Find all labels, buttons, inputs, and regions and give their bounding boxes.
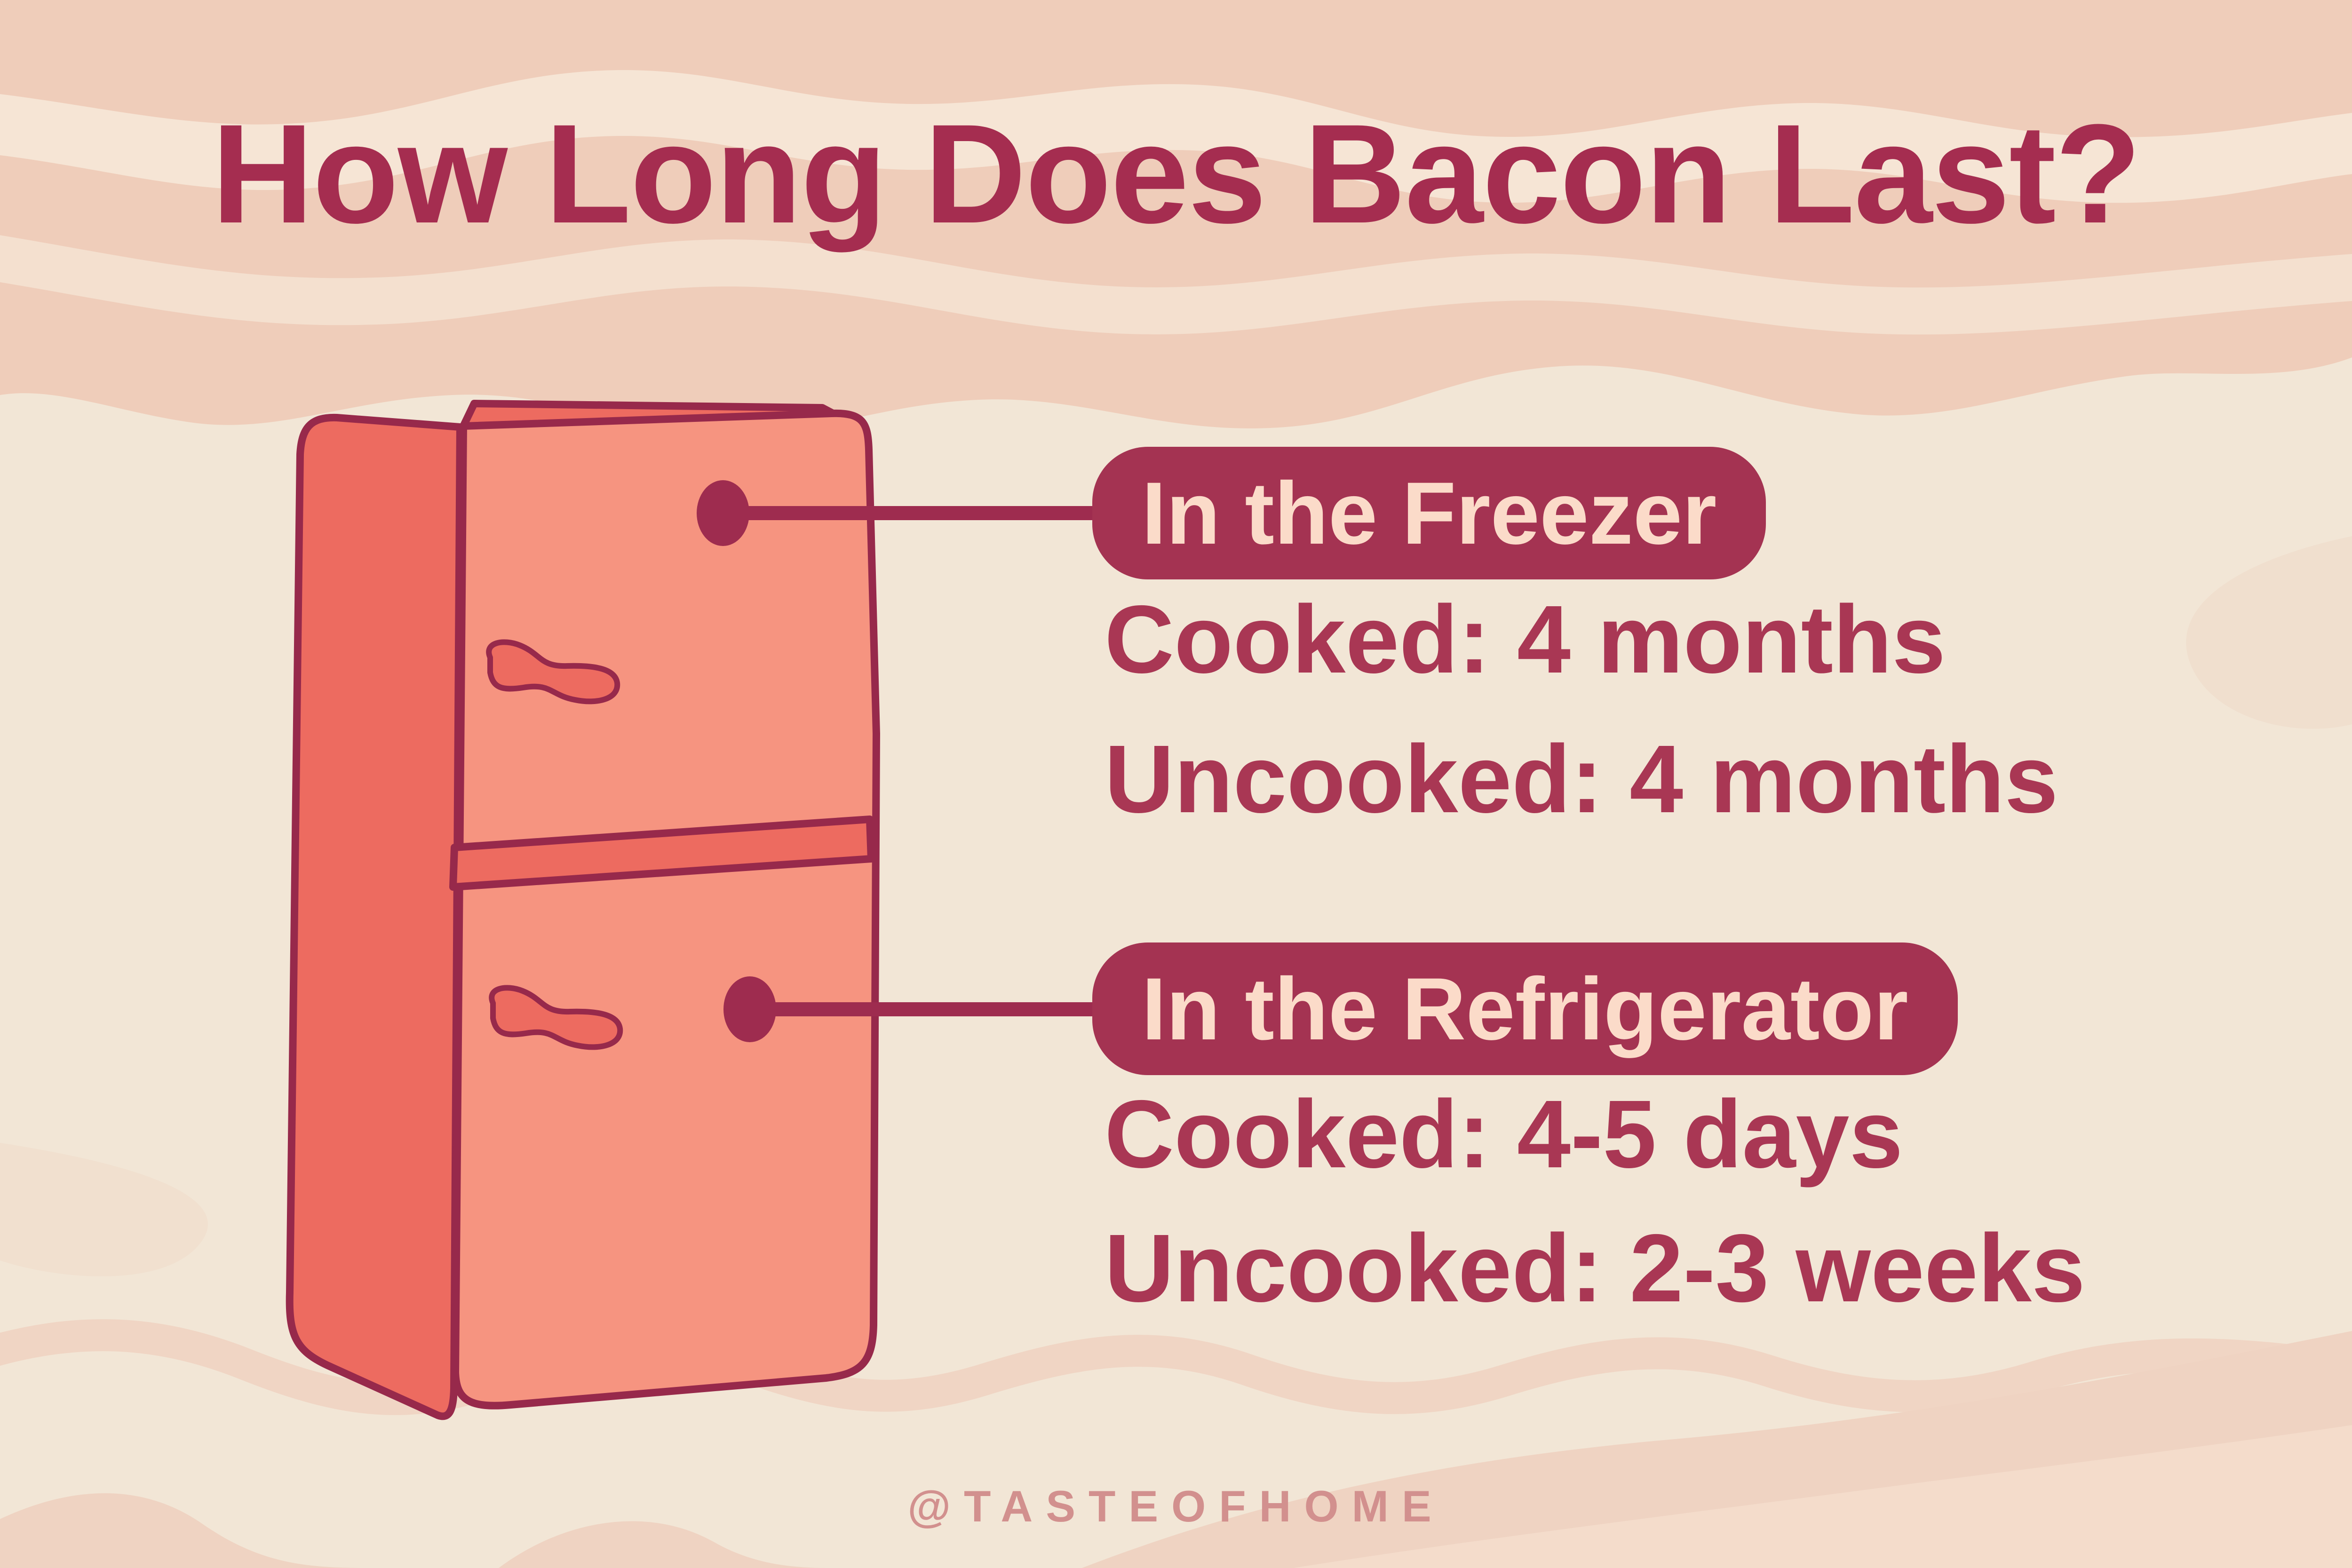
freezer-handle [486, 639, 620, 705]
freezer-badge: In the Freezer [1092, 447, 1766, 579]
fridge-front [452, 409, 880, 1410]
freezer-uncooked-duration: Uncooked: 4 months [1104, 725, 2058, 833]
freezer-callout-dot [697, 480, 749, 546]
refrigerator-cooked-duration: Cooked: 4-5 days [1104, 1080, 1903, 1188]
refrigerator-badge: In the Refrigerator [1092, 942, 1958, 1075]
page-title: How Long Does Bacon Last? [211, 95, 2141, 253]
door-divider [449, 816, 875, 891]
freezer-cooked-duration: Cooked: 4 months [1104, 586, 1946, 693]
brand-handle: @TASTEOFHOME [907, 1481, 1445, 1531]
fridge-callout-dot [723, 976, 776, 1042]
refrigerator-uncooked-duration: Uncooked: 2-3 weeks [1104, 1214, 2085, 1322]
fridge-side-panel [286, 413, 464, 1420]
fridge-handle [489, 985, 623, 1050]
